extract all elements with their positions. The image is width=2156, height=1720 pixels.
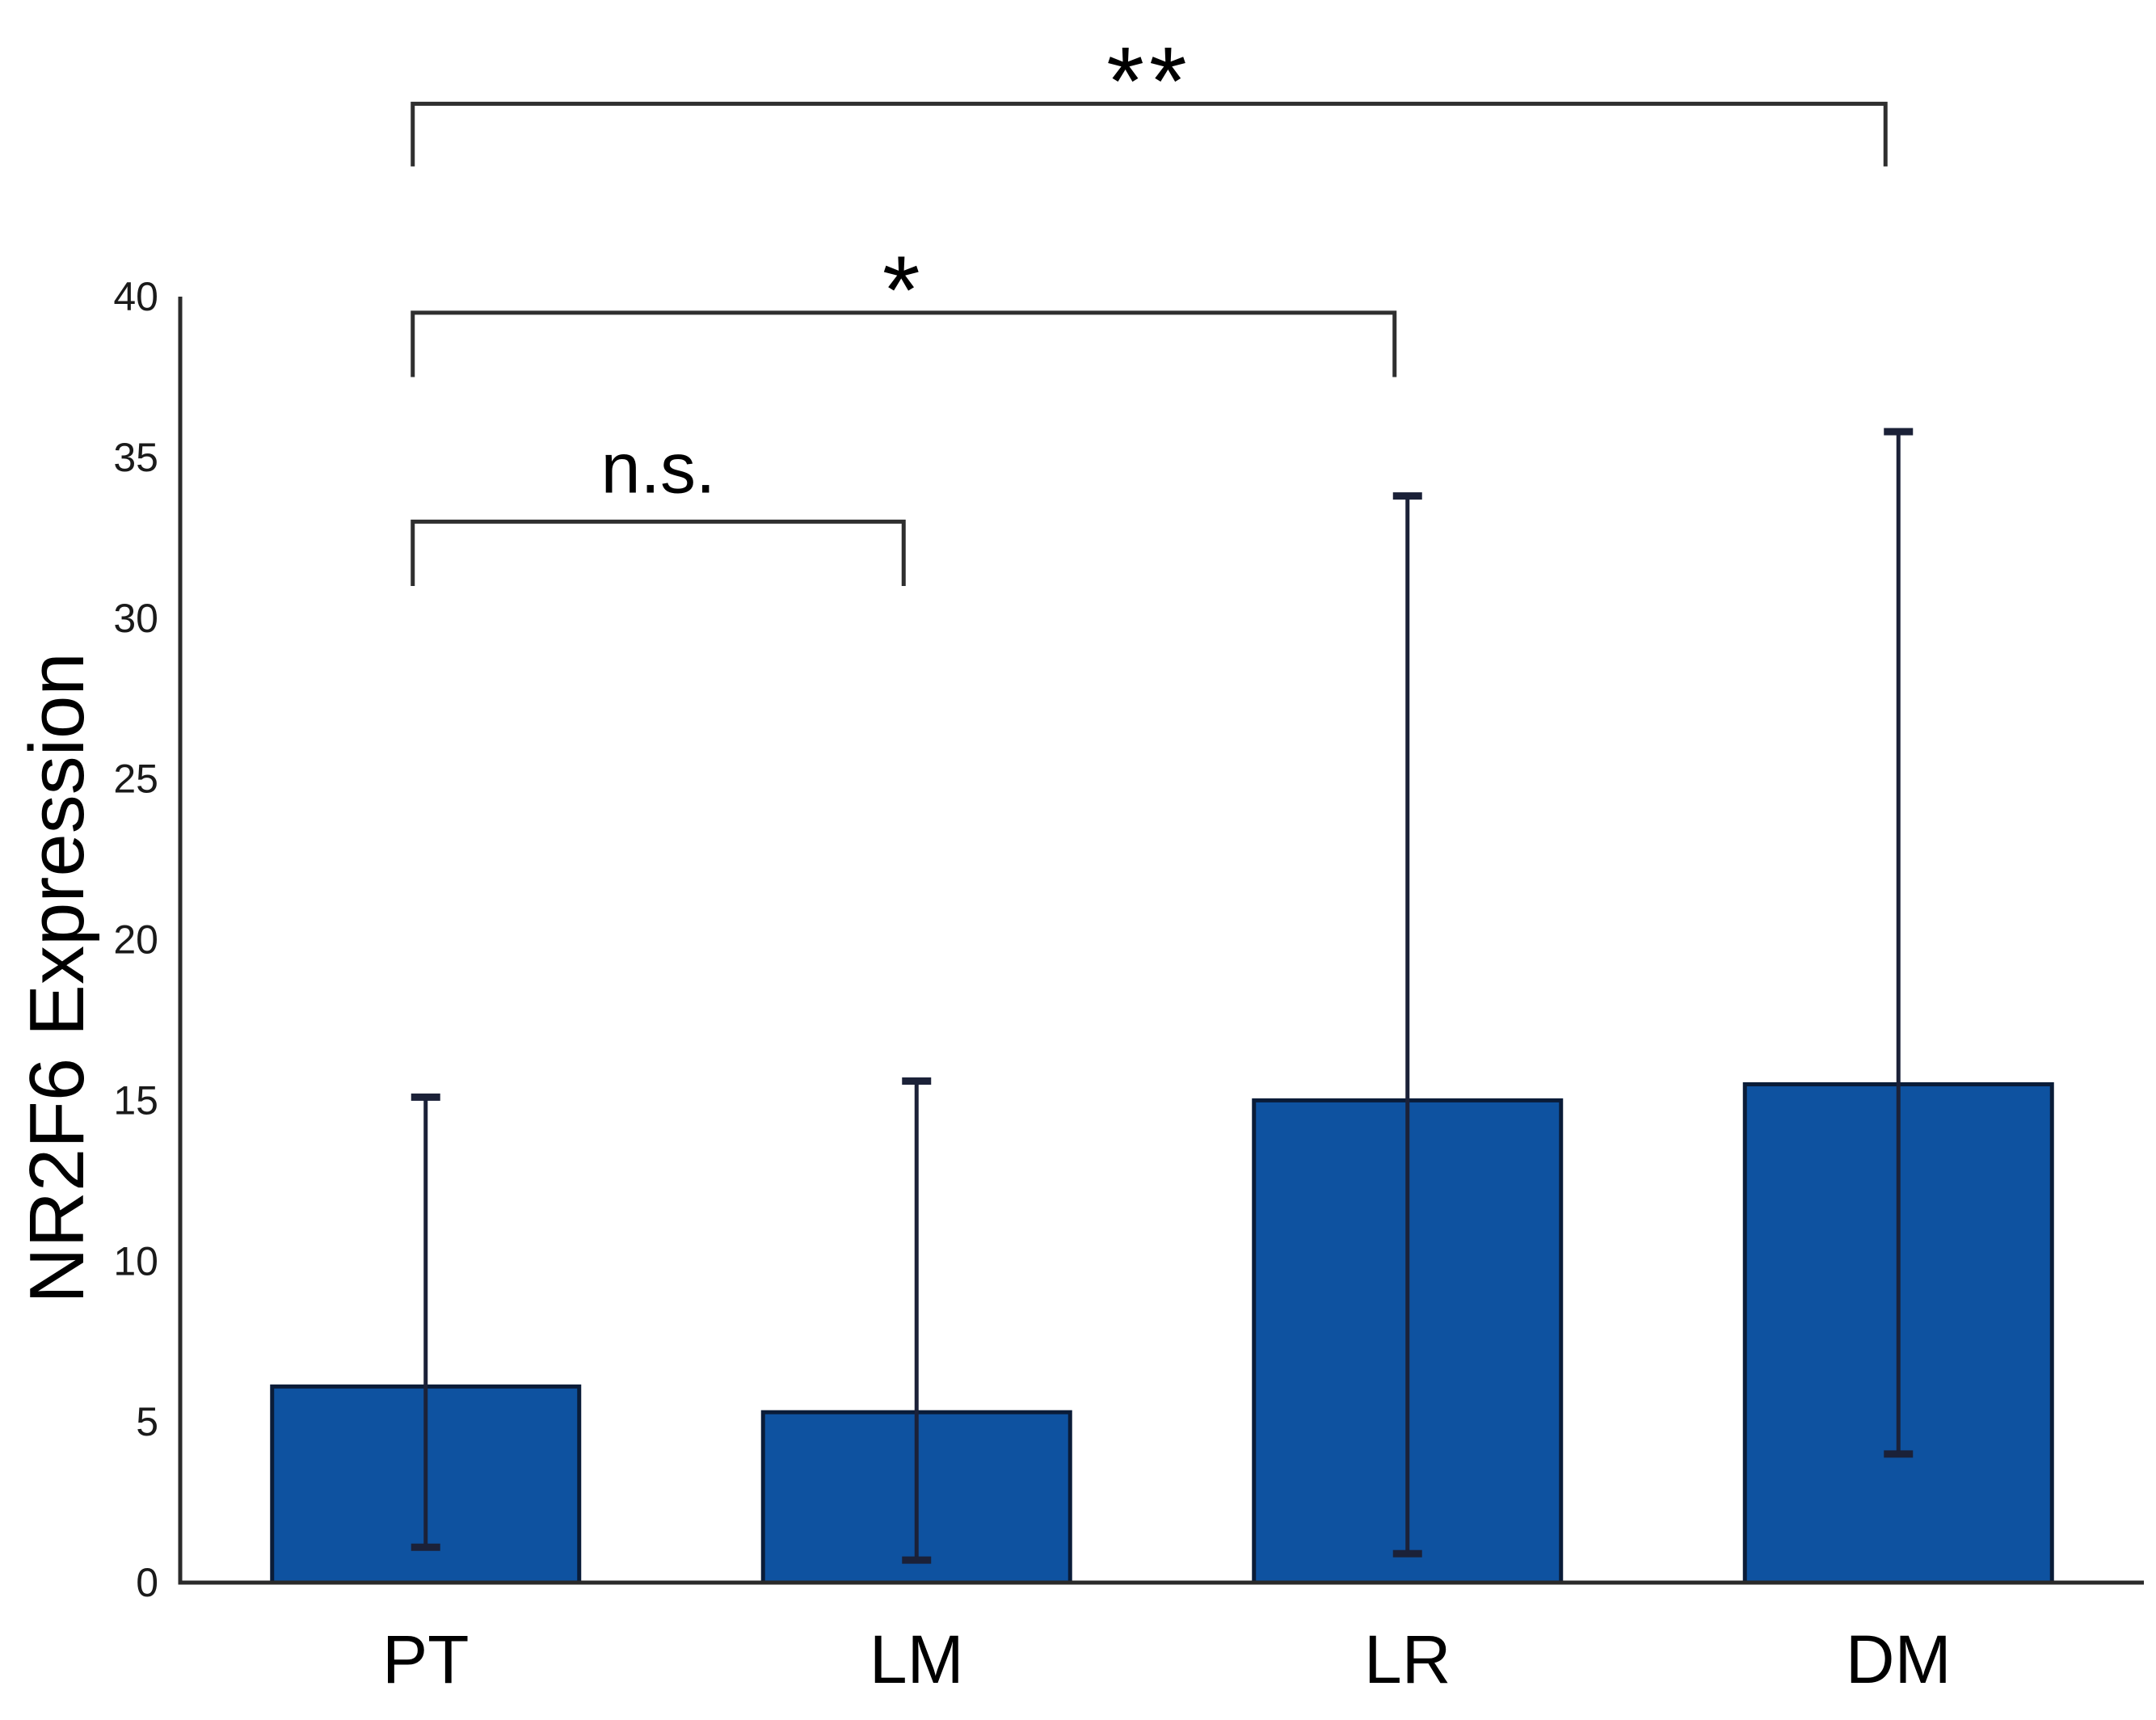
y-axis-tick-label: 0 bbox=[136, 1560, 158, 1605]
x-category-label-DM: DM bbox=[1846, 1621, 1952, 1697]
x-category-label-LR: LR bbox=[1364, 1621, 1451, 1697]
error-bar-bottom-cap-PT bbox=[411, 1543, 440, 1551]
error-bar-top-cap-DM bbox=[1884, 428, 1914, 436]
significance-bracket-PT-LR bbox=[411, 310, 1397, 377]
error-bar-bottom-cap-DM bbox=[1884, 1450, 1914, 1458]
y-axis-tick-label: 25 bbox=[113, 757, 158, 802]
significance-bracket-PT-LM bbox=[411, 519, 906, 586]
y-axis-tick-label: 15 bbox=[113, 1077, 158, 1123]
y-axis-title: NR2F6 Expression bbox=[14, 652, 100, 1304]
significance-bracket-PT-DM bbox=[411, 101, 1888, 167]
y-axis-tick-label: 5 bbox=[136, 1399, 158, 1444]
significance-label-PT-LR: * bbox=[882, 236, 925, 344]
error-bar-top-cap-PT bbox=[411, 1093, 440, 1101]
error-bar-bottom-cap-LR bbox=[1392, 1549, 1422, 1558]
x-category-label-PT: PT bbox=[382, 1621, 469, 1697]
y-axis-tick-label: 40 bbox=[113, 274, 158, 319]
error-bar-top-cap-LR bbox=[1392, 492, 1422, 500]
y-axis-tick-label: 20 bbox=[113, 917, 158, 963]
x-category-label-LM: LM bbox=[870, 1621, 964, 1697]
error-bar-top-cap-LM bbox=[902, 1077, 932, 1086]
y-axis-tick-label: 30 bbox=[113, 596, 158, 641]
significance-label-PT-LM: n.s. bbox=[601, 428, 716, 508]
significance-label-PT-DM: ** bbox=[1106, 27, 1191, 135]
y-axis-tick-label: 10 bbox=[113, 1238, 158, 1284]
y-axis-tick-label: 35 bbox=[113, 435, 158, 480]
error-bar-bottom-cap-LM bbox=[902, 1556, 932, 1564]
